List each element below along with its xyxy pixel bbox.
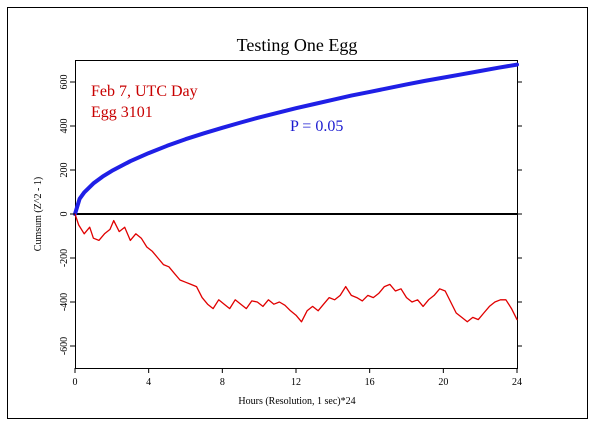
y-tick-label: 600 xyxy=(59,75,70,90)
x-tick-label: 20 xyxy=(438,377,448,388)
x-tick-label: 0 xyxy=(73,377,78,388)
probability-envelope-line xyxy=(73,62,519,216)
x-axis-label: Hours (Resolution, 1 sec)*24 xyxy=(238,396,355,407)
plot-area: 0 4 8 12 16 20 24 -600 -400 -200 0 200 400 600 xyxy=(59,60,522,388)
chart-title: Testing One Egg xyxy=(237,35,358,55)
x-tick-label: 24 xyxy=(512,377,522,388)
annotation-date: Feb 7, UTC Day xyxy=(91,83,198,100)
y-tick-label: -200 xyxy=(59,249,70,267)
y-tick-label: 0 xyxy=(59,212,70,217)
x-tick-label: 4 xyxy=(146,377,151,388)
annotation-p-value: P = 0.05 xyxy=(290,118,343,135)
x-tick-label: 8 xyxy=(220,377,225,388)
x-tick-label: 12 xyxy=(291,377,301,388)
x-tick-label: 16 xyxy=(365,377,375,388)
y-tick-label: 200 xyxy=(59,163,70,178)
y-tick-label: 400 xyxy=(59,119,70,134)
y-tick-label: -600 xyxy=(59,337,70,355)
x-axis-ticks: 0 4 8 12 16 20 24 xyxy=(73,368,522,388)
y-tick-label: -400 xyxy=(59,293,70,311)
annotation-egg: Egg 3101 xyxy=(91,104,153,121)
series-layer xyxy=(73,62,519,323)
y-axis-ticks: -600 -400 -200 0 200 400 600 xyxy=(59,75,522,355)
cumsum-trace-line xyxy=(74,213,518,323)
y-axis-label: Cumsum (Z^2 - 1) xyxy=(33,177,44,251)
